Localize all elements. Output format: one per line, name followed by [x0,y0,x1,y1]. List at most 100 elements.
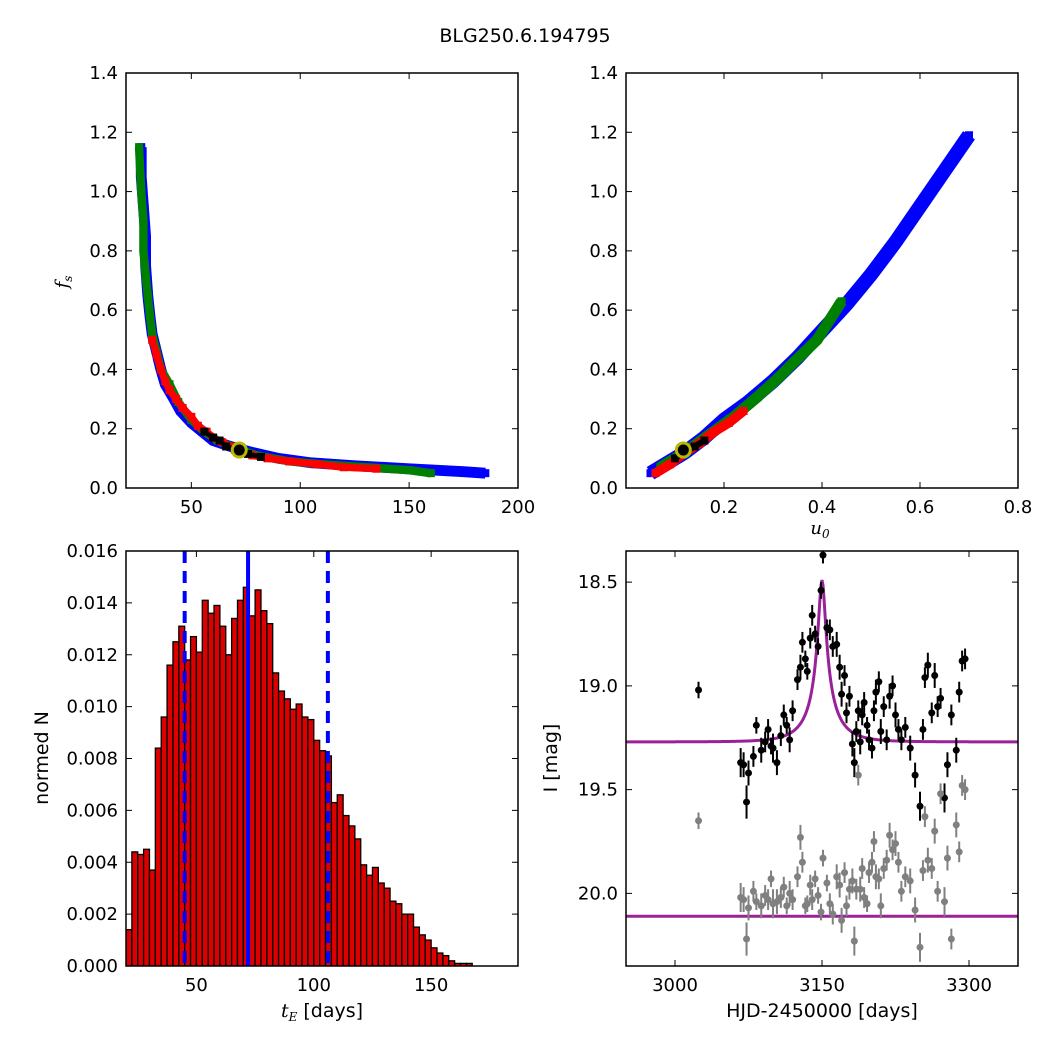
y-tick-label: 1.0 [589,182,618,203]
grey-datapoint [886,831,894,839]
black-datapoint [838,690,846,698]
black-datapoint [845,692,853,700]
grey-datapoint [943,854,951,862]
y-tick-label: 1.4 [89,63,118,84]
black-datapoint [928,709,936,717]
black-datapoint [852,728,860,736]
grey-datapoint [858,864,866,872]
hist-bar [137,853,145,966]
black-datapoint [743,798,751,806]
hist-bar [295,703,303,966]
hist-ylabel: normed N [31,711,53,805]
hist-bar [313,739,321,966]
hist-xlabel: tE [days] [281,1000,363,1024]
black-cell [243,449,252,458]
grey-datapoint [823,879,831,887]
black-cell [209,433,218,442]
grey-datapoint [865,869,873,877]
grey-datapoint [848,877,856,885]
hist-bar [219,625,227,966]
black-cell [257,452,266,461]
grey-datapoint [695,817,703,825]
hist-bar [272,672,280,966]
black-datapoint [955,688,963,696]
red-cell [739,406,748,415]
x-tick-label: 0.8 [1004,497,1033,518]
black-datapoint [872,688,880,696]
y-tick-label: 0.4 [589,359,618,380]
black-datapoint [937,694,945,702]
blue-cell [459,467,468,476]
green-cell [426,469,435,478]
green-cell [137,187,146,196]
x-tick-label: 3300 [946,975,992,996]
figure-title: BLG250.6.194795 [439,25,610,47]
grey-datapoint [783,902,791,910]
grey-datapoint [829,910,837,918]
hist-bar [424,939,432,966]
black-datapoint [803,667,811,675]
y-tick-label: 0.0 [89,478,118,499]
x-tick-label: 3000 [652,975,698,996]
y-tick-label: 0.2 [89,419,118,440]
x-tick-label: 0.6 [906,497,935,518]
black-datapoint [868,744,876,752]
black-datapoint [870,707,878,715]
hist-bar [254,589,262,966]
hist-bar [126,929,133,966]
grey-datapoint [952,821,960,829]
black-datapoint [856,738,864,746]
grey-datapoint [863,900,871,908]
fs-vs-te-panel: 50 100 150 200 0.0 0.2 0.4 0.6 0.8 1.0 1.2 1.4 fs [52,63,535,518]
black-datapoint [819,551,827,559]
y-tick-label: 0.016 [66,541,118,562]
red-cell [178,403,187,412]
hist-bar [348,825,356,966]
black-datapoint [850,759,858,767]
black-datapoint [860,698,868,706]
green-cell [145,312,154,321]
grey-datapoint [843,902,850,910]
y-tick-label: 0.004 [66,852,118,873]
hist-bar [195,651,203,966]
grey-datapoint [883,856,891,864]
black-datapoint [916,802,924,810]
black-datapoint [952,746,960,754]
black-datapoint [780,711,788,719]
hist-bar [342,814,350,966]
black-datapoint [740,761,748,769]
y-tick-label: 19.5 [578,780,618,801]
red-cell [152,350,161,359]
grey-datapoint [931,827,939,835]
grey-datapoint [777,894,785,902]
hist-bar [131,851,139,966]
y-tick-label: 0.0 [589,478,618,499]
black-datapoint [911,771,919,779]
light-curve-panel: 3000 3150 3300 18.5 19.0 19.5 20.0 HJD-2450000… [540,550,1019,1022]
grey-datapoint [897,887,905,895]
hist-bar [248,615,256,966]
y-tick-label: 1.4 [589,63,618,84]
grey-datapoint [961,786,969,794]
y-tick-label: 0.4 [89,359,118,380]
hist-bar [207,612,215,966]
grey-datapoint [836,881,844,889]
blue-cell [940,166,949,175]
black-datapoint [833,640,841,648]
grey-datapoint [889,846,897,854]
grey-datapoint [850,937,858,945]
black-datapoint [817,586,825,594]
black-datapoint [811,630,819,638]
red-cell [172,395,181,404]
grey-datapoint [803,900,811,908]
black-datapoint [769,744,777,752]
black-datapoint [947,711,955,719]
hist-bar [172,641,180,966]
black-datapoint [798,638,806,646]
red-cell [313,460,322,469]
red-cell [651,469,660,478]
green-cell [143,291,152,300]
black-datapoint [924,661,932,669]
blue-cell [867,270,875,279]
hist-bar [442,954,450,966]
